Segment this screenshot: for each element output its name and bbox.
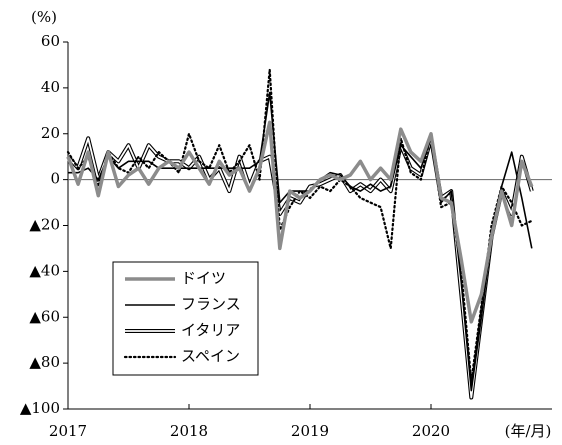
legend-label: イタリア xyxy=(181,321,240,339)
y-axis-label: (%) xyxy=(31,8,57,26)
y-tick-label: 0 xyxy=(50,170,60,188)
x-tick-label: 2017 xyxy=(49,422,87,440)
y-tick-label: ▲20 xyxy=(29,216,60,234)
legend-label: フランス xyxy=(181,295,241,313)
y-tick-label: ▲60 xyxy=(29,307,60,325)
legend-box xyxy=(112,261,259,376)
x-tick-label: 2018 xyxy=(170,422,208,440)
legend-label: スペイン xyxy=(181,347,240,365)
y-tick-label: 20 xyxy=(41,124,60,142)
y-tick-label: ▲40 xyxy=(29,261,60,279)
y-tick-label: 60 xyxy=(41,32,60,50)
y-tick-label: ▲80 xyxy=(29,353,60,371)
line-series xyxy=(66,120,534,324)
x-tick-label: 2019 xyxy=(291,422,329,440)
legend-label: ドイツ xyxy=(181,269,226,287)
x-tick-label: 2020 xyxy=(412,422,450,440)
y-tick-label: ▲100 xyxy=(20,399,60,417)
x-axis-label: (年/月) xyxy=(505,422,552,440)
y-tick-label: 40 xyxy=(41,78,60,96)
